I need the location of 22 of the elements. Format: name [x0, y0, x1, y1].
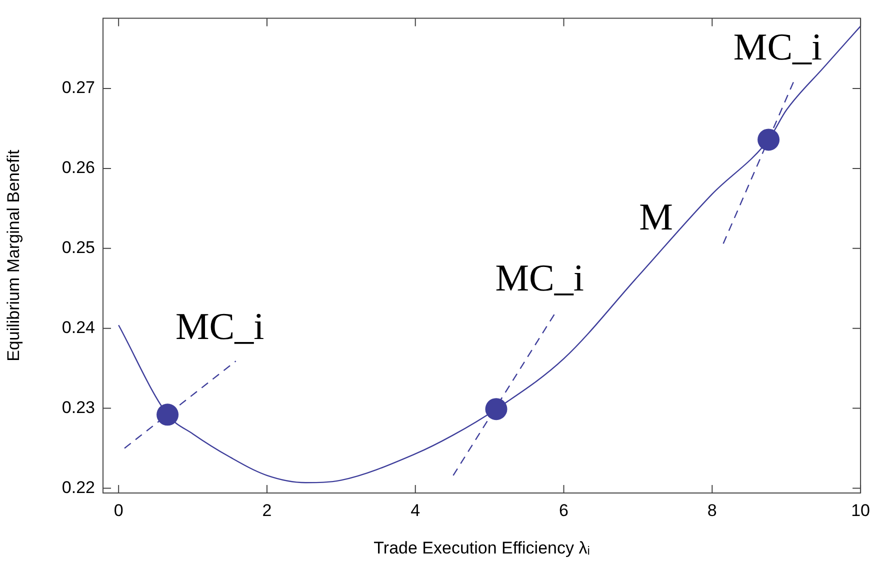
- x-tick-label: 0: [114, 500, 124, 520]
- x-tick-label: 8: [707, 500, 717, 520]
- point: [156, 404, 179, 426]
- point: [485, 398, 508, 420]
- x-tick-label: 6: [559, 500, 568, 520]
- y-tick-label: 0.22: [62, 478, 95, 497]
- x-tick-label: 4: [410, 500, 420, 520]
- y-tick-label: 0.26: [62, 158, 95, 178]
- series-label: M: [639, 196, 673, 238]
- y-tick-label: 0.23: [62, 398, 95, 417]
- x-axis-title: Trade Execution Efficiency λᵢ: [374, 538, 590, 558]
- series-label: MC_i: [495, 257, 584, 300]
- line-series: [118, 26, 861, 484]
- y-tick-label: 0.24: [62, 318, 95, 338]
- y-tick-label: 0.27: [62, 78, 95, 98]
- y-tick-label: 0.25: [62, 238, 95, 258]
- series-label: MC_i: [175, 306, 264, 348]
- series-label: MC_i: [733, 26, 822, 68]
- x-tick-label: 2: [262, 500, 272, 520]
- y-axis-title: Equilibrium Marginal Benefit: [4, 150, 23, 362]
- x-tick-label: 10: [851, 500, 870, 520]
- point: [758, 128, 780, 151]
